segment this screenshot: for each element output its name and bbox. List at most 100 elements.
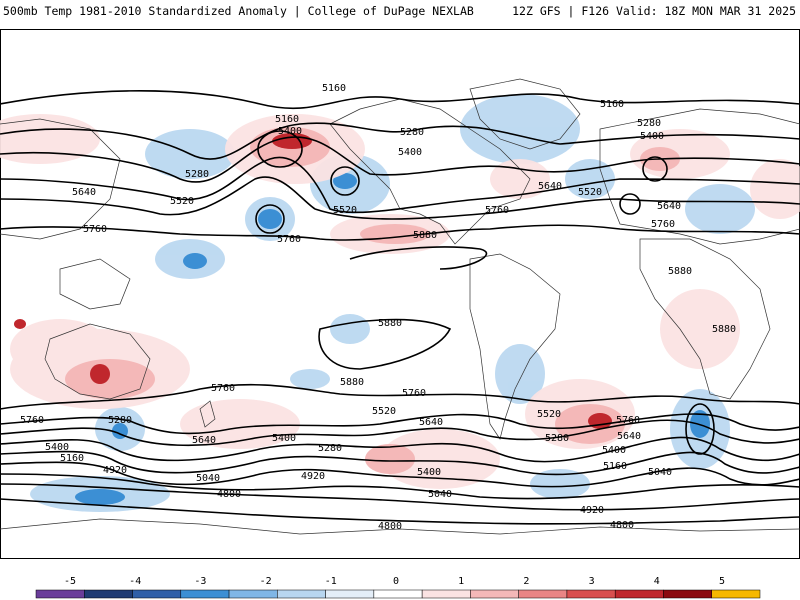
closed-low-eastpac bbox=[330, 166, 360, 196]
colorbar-box bbox=[180, 589, 230, 599]
closed-low-atlantic bbox=[619, 193, 641, 215]
colorbar-ticks: -5 -4 -3 -2 -1 0 1 2 3 4 5 bbox=[64, 576, 725, 587]
contour-label: 5160 bbox=[603, 461, 627, 472]
negative-anomaly-shading bbox=[30, 94, 755, 512]
contour-label: 5400 bbox=[398, 147, 422, 158]
contour-label: 5160 bbox=[322, 83, 346, 94]
contour-label: 5280 bbox=[318, 443, 342, 454]
height-contours bbox=[0, 90, 800, 525]
contour-label: 5880 bbox=[668, 266, 692, 277]
south-america-outline bbox=[469, 253, 561, 440]
contour-label: 4920 bbox=[580, 505, 604, 516]
colorbar-box bbox=[228, 589, 278, 599]
contour-5520-south bbox=[0, 419, 800, 447]
contour-5760-south bbox=[0, 383, 800, 410]
contour-5880-south bbox=[318, 318, 452, 370]
strong-negative-shading bbox=[75, 173, 710, 505]
colorbar-box bbox=[663, 589, 712, 599]
contour-label: 4920 bbox=[103, 465, 127, 476]
colorbar-tick-label: -4 bbox=[129, 576, 141, 587]
colorbar-boxes bbox=[35, 589, 761, 599]
colorbar-box bbox=[518, 589, 568, 599]
eurasia-west-outline bbox=[0, 118, 121, 240]
colorbar-box bbox=[325, 589, 375, 599]
contour-labels: 5160 5160 5160 5160 5160 5280 5280 5280 … bbox=[20, 83, 736, 532]
contour-label: 5880 bbox=[340, 377, 364, 388]
map-title: 500mb Temp 1981-2010 Standardized Anomal… bbox=[3, 4, 474, 18]
contour-label: 5880 bbox=[712, 324, 736, 335]
contour-label: 5520 bbox=[372, 406, 396, 417]
contour-label: 4800 bbox=[378, 521, 402, 532]
contour-label: 5040 bbox=[648, 467, 672, 478]
colorbar-tick-label: -5 bbox=[64, 576, 76, 587]
contour-label: 5880 bbox=[378, 318, 402, 329]
contour-label: 5400 bbox=[602, 445, 626, 456]
contour-label: 4920 bbox=[301, 471, 325, 482]
contour-label: 5400 bbox=[417, 467, 441, 478]
antarctica-outline bbox=[0, 518, 800, 535]
colorbar-box bbox=[421, 589, 471, 599]
contour-label: 5400 bbox=[272, 433, 296, 444]
colorbar: -5 -4 -3 -2 -1 0 1 2 3 4 5 bbox=[35, 576, 761, 599]
southeast-asia-outline bbox=[59, 258, 131, 310]
closed-high-japan bbox=[257, 130, 303, 168]
moderate-positive-shading bbox=[65, 127, 680, 474]
colorbar-box bbox=[470, 589, 519, 599]
anomaly-map: 5160 5160 5160 5160 5160 5280 5280 5280 … bbox=[0, 29, 800, 559]
contour-5760-north bbox=[0, 224, 800, 241]
contour-label: 5280 bbox=[637, 118, 661, 129]
contour-5880-north bbox=[349, 246, 488, 270]
contour-5400-north bbox=[0, 136, 800, 183]
contour-label: 5520 bbox=[170, 196, 194, 207]
closed-low-europe bbox=[642, 156, 668, 182]
new-zealand-outline bbox=[199, 400, 216, 428]
contour-label: 5280 bbox=[545, 433, 569, 444]
contour-label: 5760 bbox=[616, 415, 640, 426]
closed-low-pacific bbox=[255, 204, 285, 234]
contour-label: 5640 bbox=[192, 435, 216, 446]
contour-5160-south bbox=[0, 461, 800, 488]
contour-5640-north bbox=[0, 176, 800, 220]
model-run-info: 12Z GFS | F126 Valid: 18Z MON MAR 31 202… bbox=[512, 4, 796, 18]
contour-label: 5640 bbox=[617, 431, 641, 442]
colorbar-box bbox=[566, 589, 616, 599]
colorbar-tick-label: -2 bbox=[260, 576, 272, 587]
contour-label: 5520 bbox=[333, 205, 357, 216]
contour-label: 5400 bbox=[278, 126, 302, 137]
contour-label: 5520 bbox=[537, 409, 561, 420]
colorbar-tick-label: 4 bbox=[654, 576, 660, 587]
colorbar-box bbox=[132, 589, 182, 599]
contour-label: 5280 bbox=[108, 415, 132, 426]
contour-label: 5160 bbox=[275, 114, 299, 125]
colorbar-tick-label: 0 bbox=[393, 576, 399, 587]
africa-outline bbox=[639, 238, 771, 400]
colorbar-tick-label: 3 bbox=[589, 576, 595, 587]
europe-asia-outline bbox=[599, 108, 800, 245]
contour-label: 5640 bbox=[538, 181, 562, 192]
contour-label: 5040 bbox=[196, 473, 220, 484]
colorbar-box bbox=[84, 589, 133, 599]
colorbar-box bbox=[277, 589, 326, 599]
contour-4800-south bbox=[0, 498, 800, 525]
contour-label: 5760 bbox=[651, 219, 675, 230]
continent-outlines bbox=[0, 78, 800, 535]
contour-label: 5280 bbox=[400, 127, 424, 138]
contour-5280-south bbox=[0, 450, 800, 476]
contour-label: 5160 bbox=[60, 453, 84, 464]
contour-label: 5760 bbox=[211, 383, 235, 394]
contour-5040-south bbox=[0, 473, 800, 500]
colorbar-tick-label: 2 bbox=[523, 576, 529, 587]
colorbar-tick-label: -1 bbox=[325, 576, 337, 587]
contour-5160-north bbox=[0, 90, 800, 110]
colorbar-box bbox=[373, 589, 423, 599]
greenland-outline bbox=[469, 78, 581, 150]
contour-label: 4800 bbox=[217, 489, 241, 500]
contour-5400-south bbox=[0, 436, 800, 463]
north-america-outline bbox=[329, 98, 531, 245]
contour-label: 5520 bbox=[578, 187, 602, 198]
contour-label: 5760 bbox=[485, 205, 509, 216]
contour-label: 5640 bbox=[419, 417, 443, 428]
contour-label: 5760 bbox=[402, 388, 426, 399]
contour-label: 5760 bbox=[20, 415, 44, 426]
contour-label: 4800 bbox=[610, 520, 634, 531]
